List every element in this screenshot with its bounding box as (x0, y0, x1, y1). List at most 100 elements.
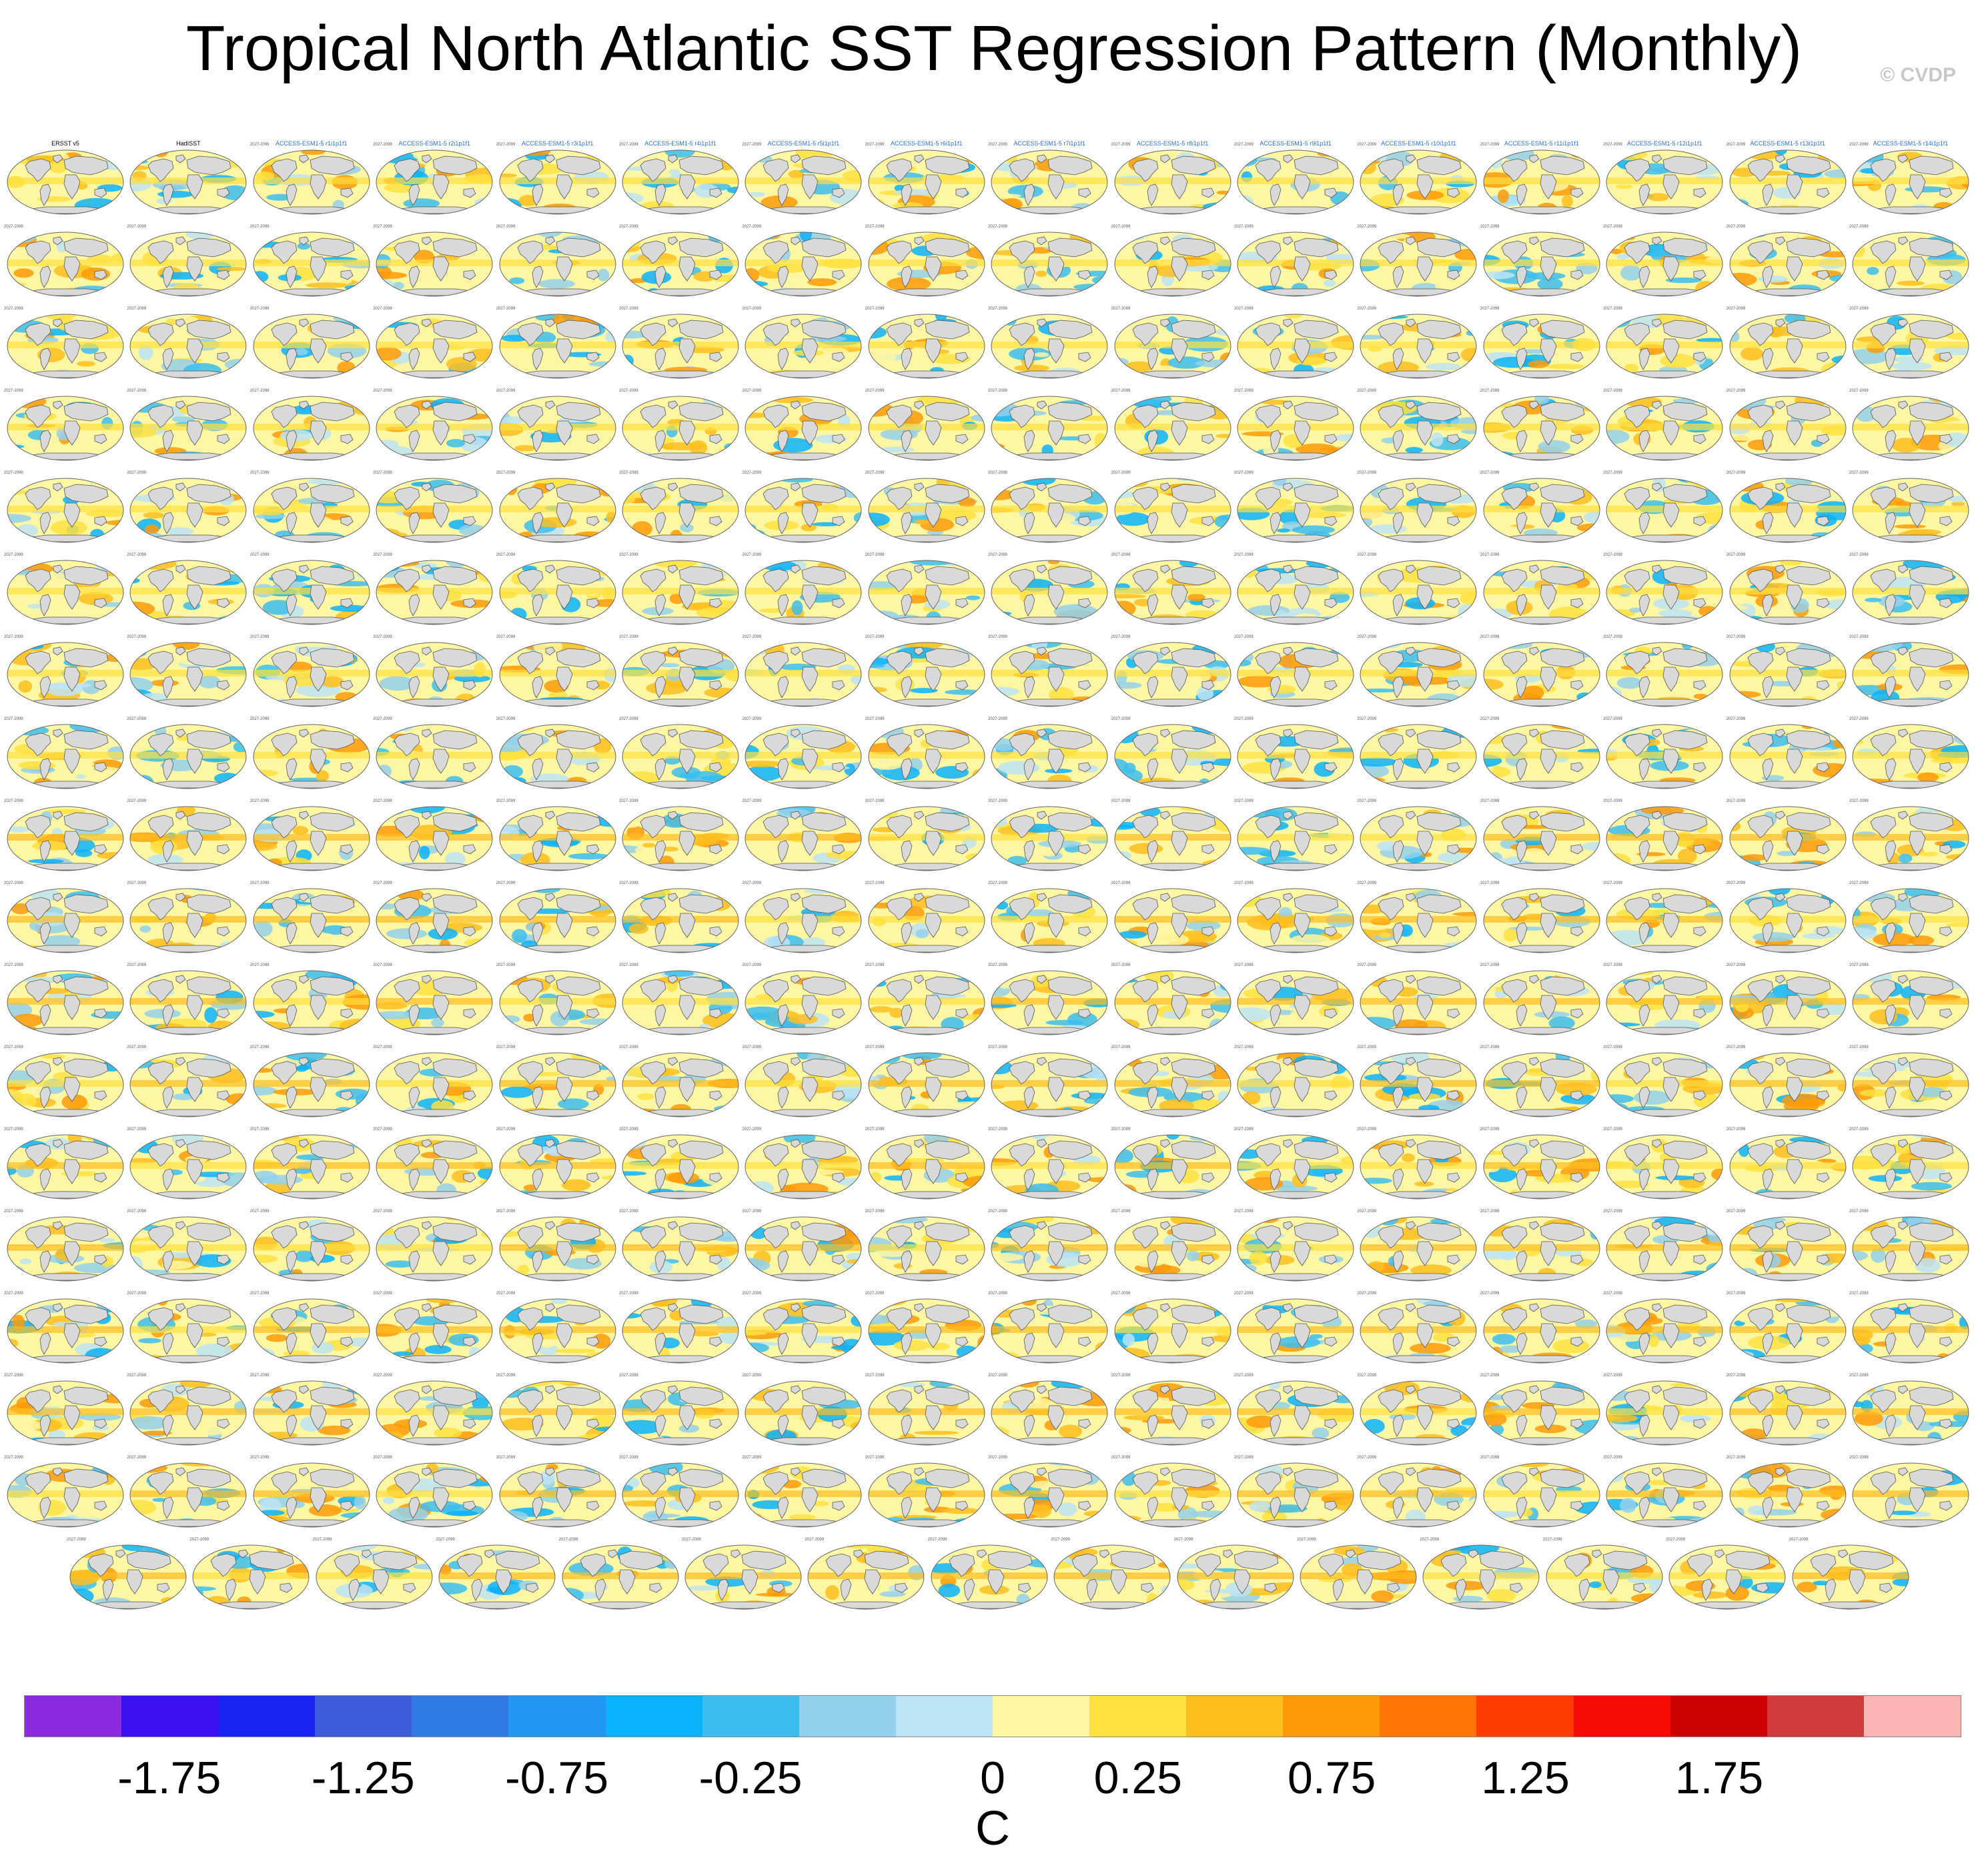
panel-years: 2027-2099 (250, 225, 270, 229)
map-panel: 2027-2099 (988, 471, 1108, 543)
map-panel: 2027-2099 (127, 389, 247, 461)
map-panel: 2027-2099 (1726, 881, 1847, 953)
panel-years: 2027-2099 (988, 471, 1007, 475)
map-panel: 2027-2099 (1849, 963, 1969, 1035)
panel-years: 2027-2099 (1234, 1127, 1254, 1131)
panel-years: 2027-2099 (865, 389, 885, 393)
panel-years: 2027-2099 (250, 553, 270, 557)
panel-years: 2027-2099 (373, 553, 392, 557)
map-panel: 2027-2099 (1480, 1045, 1600, 1117)
map-panel: 2027-2099 (559, 1538, 679, 1610)
panel-years: 2027-2099 (1357, 389, 1377, 393)
panel-years: 2027-2099 (865, 143, 885, 147)
map-panel: 2027-2099 (619, 1045, 739, 1117)
map-panel: 2027-2099 (496, 717, 616, 789)
map-panel: 2027-2099 (496, 307, 616, 379)
map-panel: 2027-2099 (619, 225, 739, 297)
panel-years: 2027-2099 (373, 1374, 392, 1378)
map-panel: 2027-2099 (1234, 1292, 1354, 1364)
colorbar-tick-label: -0.25 (698, 1753, 803, 1803)
colorbar-tick-label: 1.25 (1481, 1753, 1570, 1803)
map-panel: 2027-2099 (496, 1374, 616, 1446)
panel-years: 2027-2099 (742, 553, 762, 557)
panel-years: 2027-2099 (1480, 963, 1500, 967)
panel-years: 2027-2099 (927, 1538, 947, 1542)
panel-years: 2027-2099 (373, 1292, 392, 1296)
panel-years: 2027-2099 (1726, 1127, 1746, 1131)
map-panel: 2027-2099 (1603, 1210, 1723, 1282)
map-panel: 2027-2099 (1603, 1127, 1723, 1200)
panel-years: 2027-2099 (619, 717, 638, 721)
map-panel: 2027-2099 (988, 1045, 1108, 1117)
panel-years: 2027-2099 (1726, 881, 1746, 885)
panel-years: 2027-2099 (1111, 881, 1131, 885)
map-panel: 2027-2099 (1111, 553, 1231, 625)
panel-years: 2027-2099 (1480, 143, 1500, 147)
map-panel: 2027-2099 (742, 307, 862, 379)
map-panel: 2027-2099 (988, 963, 1108, 1035)
map-panel: 2027-2099 (1234, 1127, 1354, 1200)
panel-years: 2027-2099 (1111, 1127, 1131, 1131)
map-panel: 2027-2099 (189, 1538, 310, 1610)
map-panel: 2027-2099 (4, 963, 124, 1035)
panel-years: 2027-2099 (127, 1210, 147, 1214)
map-panel: 2027-2099 (1603, 225, 1723, 297)
panel-years: 2027-2099 (496, 553, 516, 557)
map-panel: 2027-2099 (619, 471, 739, 543)
map-panel: 2027-2099 (1111, 1374, 1231, 1446)
panel-title: ACCESS-ESM1-5 r7i1p1f1 (1013, 140, 1085, 147)
map-panel: 2027-2099 (1111, 881, 1231, 953)
panel-years: 2027-2099 (1357, 1210, 1377, 1214)
panel-years: 2027-2099 (1603, 389, 1622, 393)
map-panel: 2027-2099 (1234, 881, 1354, 953)
map-panel: 2027-2099 (250, 881, 370, 953)
panel-years: 2027-2099 (1234, 471, 1254, 475)
map-panel: 2027-2099 (1849, 471, 1969, 543)
panel-years: 2027-2099 (1849, 143, 1869, 147)
map-panel: 2027-2099 (1480, 881, 1600, 953)
panel-years: 2027-2099 (4, 389, 23, 393)
colorbar-tick-label: 0.75 (1288, 1753, 1376, 1803)
colorbar-box-19 (1863, 1696, 1961, 1737)
map-panel-grid: ERSST v5 HadISST ACCESS-ESM1-5 r1i1p1f1 202… (4, 140, 1969, 1610)
panel-years: 2027-2099 (1357, 471, 1377, 475)
map-panel: 2027-2099 (436, 1538, 556, 1610)
map-panel: 2027-2099 (1234, 635, 1354, 707)
panel-years: 2027-2099 (1111, 553, 1131, 557)
panel-years: 2027-2099 (865, 225, 885, 229)
panel-title: ACCESS-ESM1-5 r12i1p1f1 (1626, 140, 1702, 147)
map-panel: 2027-2099 (742, 881, 862, 953)
panel-years: 2027-2099 (127, 635, 147, 639)
panel-years: 2027-2099 (189, 1538, 209, 1542)
map-panel: 2027-2099 (4, 881, 124, 953)
map-panel: 2027-2099 (1357, 1456, 1477, 1528)
map-panel: 2027-2099 (373, 1045, 493, 1117)
map-panel: 2027-2099 (619, 799, 739, 871)
map-panel: 2027-2099 (373, 1210, 493, 1282)
panel-years: 2027-2099 (1849, 225, 1869, 229)
panel-years: 2027-2099 (742, 389, 762, 393)
map-panel: 2027-2099 (1111, 225, 1231, 297)
panel-years: 2027-2099 (1603, 717, 1622, 721)
colorbar (24, 1695, 1961, 1737)
map-panel: 2027-2099 (742, 225, 862, 297)
panel-years: 2027-2099 (1603, 1127, 1622, 1131)
panel-years: 2027-2099 (865, 1292, 885, 1296)
panel-years: 2027-2099 (742, 1374, 762, 1378)
panel-years: 2027-2099 (558, 1538, 578, 1542)
colorbar-tick-label: 0 (980, 1753, 1005, 1803)
map-panel: 2027-2099 (1234, 1456, 1354, 1528)
panel-years: 2027-2099 (373, 1456, 392, 1460)
panel-years: 2027-2099 (1726, 717, 1746, 721)
map-panel: 2027-2099 (1480, 389, 1600, 461)
panel-years: 2027-2099 (1849, 1456, 1869, 1460)
map-panel: 2027-2099 (496, 471, 616, 543)
map-panel: ACCESS-ESM1-5 r1i1p1f1 2027-2099 (250, 140, 370, 215)
map-panel: 2027-2099 (127, 799, 247, 871)
panel-years: 2027-2099 (127, 1456, 147, 1460)
panel-years: 2027-2099 (1111, 963, 1131, 967)
colorbar-box-9 (895, 1696, 993, 1737)
panel-years: 2027-2099 (619, 1292, 638, 1296)
panel-years: 2027-2099 (1726, 799, 1746, 803)
panel-years: 2027-2099 (1234, 1210, 1254, 1214)
